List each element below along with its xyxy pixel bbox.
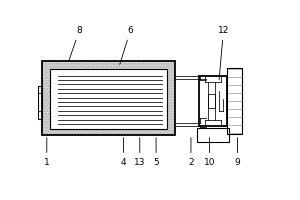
Text: 10: 10 (204, 138, 215, 167)
Text: 2: 2 (188, 138, 194, 167)
Bar (50, 69, 166, 129)
Text: 6: 6 (120, 26, 134, 64)
Bar (42, 61, 175, 135)
Bar (227, 68, 242, 134)
Bar (199, 76, 227, 126)
Bar (50, 129, 166, 135)
Bar (50, 61, 166, 69)
Bar (197, 128, 229, 142)
Bar (42, 61, 50, 135)
Text: 8: 8 (69, 26, 82, 61)
Text: 5: 5 (153, 138, 159, 167)
Text: 9: 9 (235, 138, 240, 167)
Text: 13: 13 (134, 138, 146, 167)
Bar (38, 86, 42, 119)
Text: 12: 12 (218, 26, 229, 80)
Bar (167, 61, 175, 135)
Text: 1: 1 (44, 138, 50, 167)
Text: 4: 4 (121, 138, 126, 167)
